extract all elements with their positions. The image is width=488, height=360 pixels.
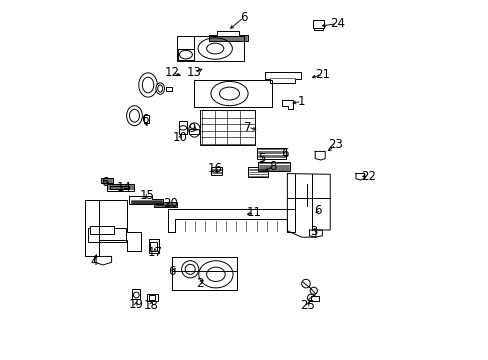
Polygon shape [168,209,294,232]
Bar [154,202,176,207]
Polygon shape [94,256,111,265]
Bar [110,186,129,189]
Polygon shape [355,174,364,180]
Ellipse shape [185,264,195,274]
Bar [298,183,316,207]
Bar [178,49,193,60]
Polygon shape [208,31,247,41]
Text: 5: 5 [258,152,265,165]
Ellipse shape [157,85,163,92]
Text: 3: 3 [309,225,317,238]
Text: 14: 14 [116,181,131,194]
Bar [194,80,272,107]
Bar [200,110,254,145]
Ellipse shape [156,83,164,94]
Text: 12: 12 [164,66,180,79]
Bar [247,167,267,177]
Polygon shape [287,174,329,237]
Text: 20: 20 [163,197,178,210]
Bar [88,228,125,242]
Text: 16: 16 [207,162,222,175]
Bar [107,184,134,191]
Text: 9: 9 [187,122,195,135]
Ellipse shape [307,294,314,301]
Text: 6: 6 [314,203,321,216]
Polygon shape [264,72,300,83]
Text: 22: 22 [361,170,376,183]
Bar [257,148,285,158]
Text: 1: 1 [297,95,305,108]
Ellipse shape [179,126,186,130]
Polygon shape [129,197,163,204]
Ellipse shape [210,81,247,106]
Text: 2: 2 [195,277,203,290]
Polygon shape [171,257,236,290]
Bar [177,36,244,62]
Text: 6: 6 [141,113,149,126]
Ellipse shape [129,109,139,122]
Bar [148,239,159,253]
Ellipse shape [142,77,153,93]
Text: 6: 6 [101,176,108,189]
Text: 10: 10 [172,131,187,144]
Text: 15: 15 [140,189,155,202]
Bar [210,167,222,175]
Polygon shape [165,87,171,91]
Bar [313,28,322,30]
Text: 21: 21 [315,68,330,81]
Ellipse shape [206,43,224,54]
Ellipse shape [198,38,232,59]
Text: 6: 6 [240,11,247,24]
Ellipse shape [133,292,139,298]
Text: 23: 23 [328,139,343,152]
Bar [310,296,318,301]
Text: 18: 18 [143,299,158,312]
Ellipse shape [139,73,157,97]
Text: 6: 6 [168,265,176,278]
Polygon shape [85,200,141,256]
Bar [258,162,289,171]
Polygon shape [282,100,292,109]
Bar [90,226,114,234]
Polygon shape [309,230,322,237]
Bar [179,121,186,134]
Bar [312,20,323,28]
Text: 19: 19 [128,298,143,311]
Text: 6: 6 [280,147,287,160]
Ellipse shape [219,87,239,100]
Ellipse shape [301,279,309,288]
Bar [147,294,158,301]
Bar [143,115,149,123]
Bar [101,178,113,183]
Text: 4: 4 [90,255,97,268]
Text: 25: 25 [299,299,314,312]
Ellipse shape [198,261,233,288]
Ellipse shape [179,50,192,59]
Ellipse shape [309,287,317,294]
Text: 17: 17 [147,246,163,258]
Text: 11: 11 [246,206,262,219]
Bar [148,295,155,300]
Text: 24: 24 [329,17,344,30]
Text: 13: 13 [187,66,202,79]
Text: 7: 7 [244,121,251,134]
Bar [150,242,156,251]
Ellipse shape [181,261,198,278]
Ellipse shape [206,267,225,282]
Polygon shape [315,152,325,160]
Ellipse shape [126,106,142,126]
Bar [189,129,199,134]
Text: 8: 8 [269,160,276,173]
Bar [132,289,140,298]
Ellipse shape [188,123,200,137]
